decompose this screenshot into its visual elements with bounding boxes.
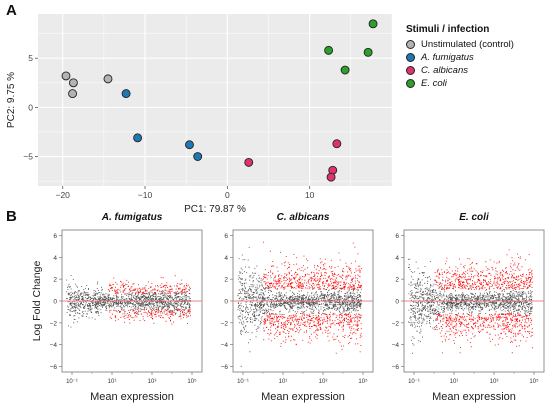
ma-plot-title: A. fumigatus [101,212,163,223]
ma-points-not-significant [408,258,533,354]
x-tick-label: 10¹ [108,379,117,385]
legend-title: Stimuli / infection [406,24,490,35]
y-tick-label: 0 [395,299,399,306]
y-tick-label: 4 [53,255,57,262]
legend-dot-c-albicans [406,66,415,75]
pca-point-e-coli [324,45,334,55]
pca-point-control [61,71,71,81]
x-tick-label: −10 [138,190,153,200]
y-tick-label: −2 [392,320,400,327]
ma-plot-title: E. coli [459,212,489,223]
legend-label-a-fumigatus: A. fumigatus [421,52,474,63]
y-tick-label: 2 [224,277,228,284]
pca-point-e-coli [340,65,350,75]
x-tick-label: −20 [55,190,70,200]
y-tick-label: 6 [53,233,57,240]
y-tick-label: 2 [395,277,399,284]
y-tick-label: −6 [50,364,58,371]
x-tick-label: 10⁵ [187,378,197,385]
y-tick-label: −4 [221,342,229,349]
y-tick-label: −2 [50,320,58,327]
y-tick-label: 0 [28,102,33,112]
pca-point-c-albicans [244,157,254,167]
pca-point-a-fumigatus [133,133,143,143]
legend-label-c-albicans: C. albicans [421,65,468,76]
pca-point-e-coli [363,47,373,57]
legend: Stimuli / infection Unstimulated (contro… [406,24,514,90]
x-tick-label: 10 [305,190,315,200]
pca-point-e-coli [368,19,378,29]
legend-item-e-coli: E. coli [406,77,514,90]
pca-point-control [68,89,78,99]
y-tick-label: −4 [392,342,400,349]
panel-label-a: A [6,2,17,19]
y-tick-label: 6 [224,233,228,240]
y-tick-label: −4 [50,342,58,349]
x-tick-label: 10³ [319,379,328,385]
pca-x-axis-label: PC1: 79.87 % [184,204,246,215]
legend-dot-control [406,40,415,49]
ma-x-axis-label: Mean expression [90,391,174,403]
legend-dot-a-fumigatus [406,53,415,62]
ma-plot-title: C. albicans [277,212,330,223]
legend-item-control: Unstimulated (control) [406,38,514,51]
pca-point-control [103,74,113,84]
x-tick-label: 10⁵ [358,378,368,385]
pca-plot-background [38,14,392,186]
ma-points-significant [108,275,191,325]
x-tick-label: 10⁻¹ [237,379,249,385]
x-tick-label: 10¹ [279,379,288,385]
ma-plot-1: A. fumigatus −6 −4 −2 0 2 4 6 10⁻¹ 10¹ 10³ 10⁵ Mean … [31,212,203,403]
legend-item-c-albicans: C. albicans [406,64,514,77]
ma-x-axis-label: Mean expression [261,391,345,403]
legend-label-e-coli: E. coli [421,78,447,89]
x-tick-label: 0 [225,190,230,200]
ma-plot-2: C. albicans −6 −4 −2 0 2 4 6 10⁻¹ 10¹ 10³ 10⁵ Mean e… [221,212,374,403]
pca-point-c-albicans [332,139,342,149]
ma-y-axis-label: Log Fold Change [31,261,43,342]
pca-plot: −20 −10 0 10 −5 0 5 PC1: 79.87 % PC2: 9.75 % [6,14,393,215]
y-tick-label: 0 [224,299,228,306]
x-tick-label: 10¹ [450,379,459,385]
x-tick-label: 10⁵ [529,378,539,385]
legend-dot-e-coli [406,79,415,88]
pca-point-a-fumigatus [185,140,194,150]
y-tick-label: 0 [53,299,57,306]
x-tick-label: 10³ [148,379,157,385]
y-tick-label: −2 [221,320,229,327]
legend-label-control: Unstimulated (control) [421,39,514,50]
y-tick-label: −6 [392,364,400,371]
y-tick-label: 5 [28,53,33,63]
ma-x-axis-label: Mean expression [432,391,516,403]
y-tick-label: −6 [221,364,229,371]
pca-point-a-fumigatus [193,152,203,161]
x-tick-label: 10³ [490,379,499,385]
x-tick-label: 10⁻¹ [408,379,420,385]
pca-y-axis-label: PC2: 9.75 % [6,72,17,128]
x-tick-label: 10⁻¹ [66,379,78,385]
pca-point-control [68,78,78,88]
pca-point-a-fumigatus [121,89,131,99]
ma-point-cloud [408,249,533,354]
y-tick-label: 4 [224,255,228,262]
ma-plot-3: E. coli −6 −4 −2 0 2 4 6 10⁻¹ 10¹ 10³ 10⁵ Mean expre… [392,212,545,403]
panel-label-b: B [6,208,17,225]
legend-item-a-fumigatus: A. fumigatus [406,51,514,64]
y-tick-label: 6 [395,233,399,240]
y-tick-label: 4 [395,255,399,262]
pca-point-c-albicans [326,172,336,182]
y-tick-label: −5 [23,152,33,162]
y-tick-label: 2 [53,277,57,284]
